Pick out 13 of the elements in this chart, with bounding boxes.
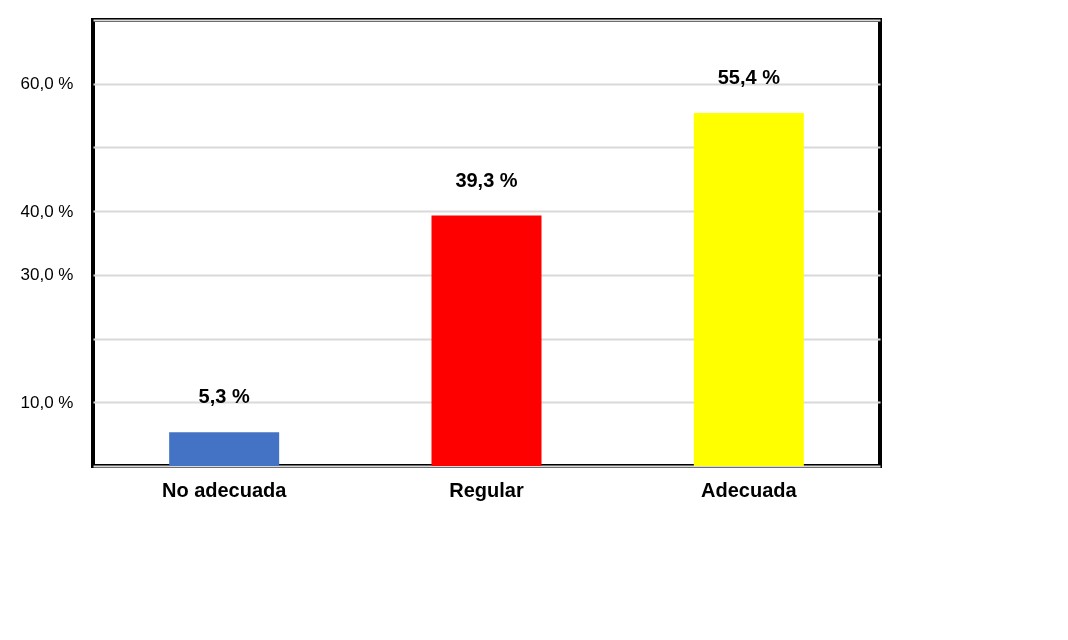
- bar: [169, 432, 280, 466]
- bar: [693, 113, 804, 466]
- y-tick-label: 40,0 %: [20, 201, 74, 221]
- data-label: 39,3 %: [455, 168, 518, 191]
- data-label: 55,4 %: [717, 66, 781, 89]
- y-tick-label: 10,0 %: [20, 392, 74, 412]
- x-tick-label: Regular: [449, 478, 524, 501]
- data-label: 5,3 %: [198, 385, 250, 408]
- bar: [431, 215, 542, 466]
- y-tick-label: 30,0 %: [20, 265, 74, 285]
- y-tick-label: 60,0 %: [20, 74, 74, 94]
- x-tick-label: No adecuada: [161, 478, 288, 501]
- x-tick-label: Adecuada: [701, 478, 798, 501]
